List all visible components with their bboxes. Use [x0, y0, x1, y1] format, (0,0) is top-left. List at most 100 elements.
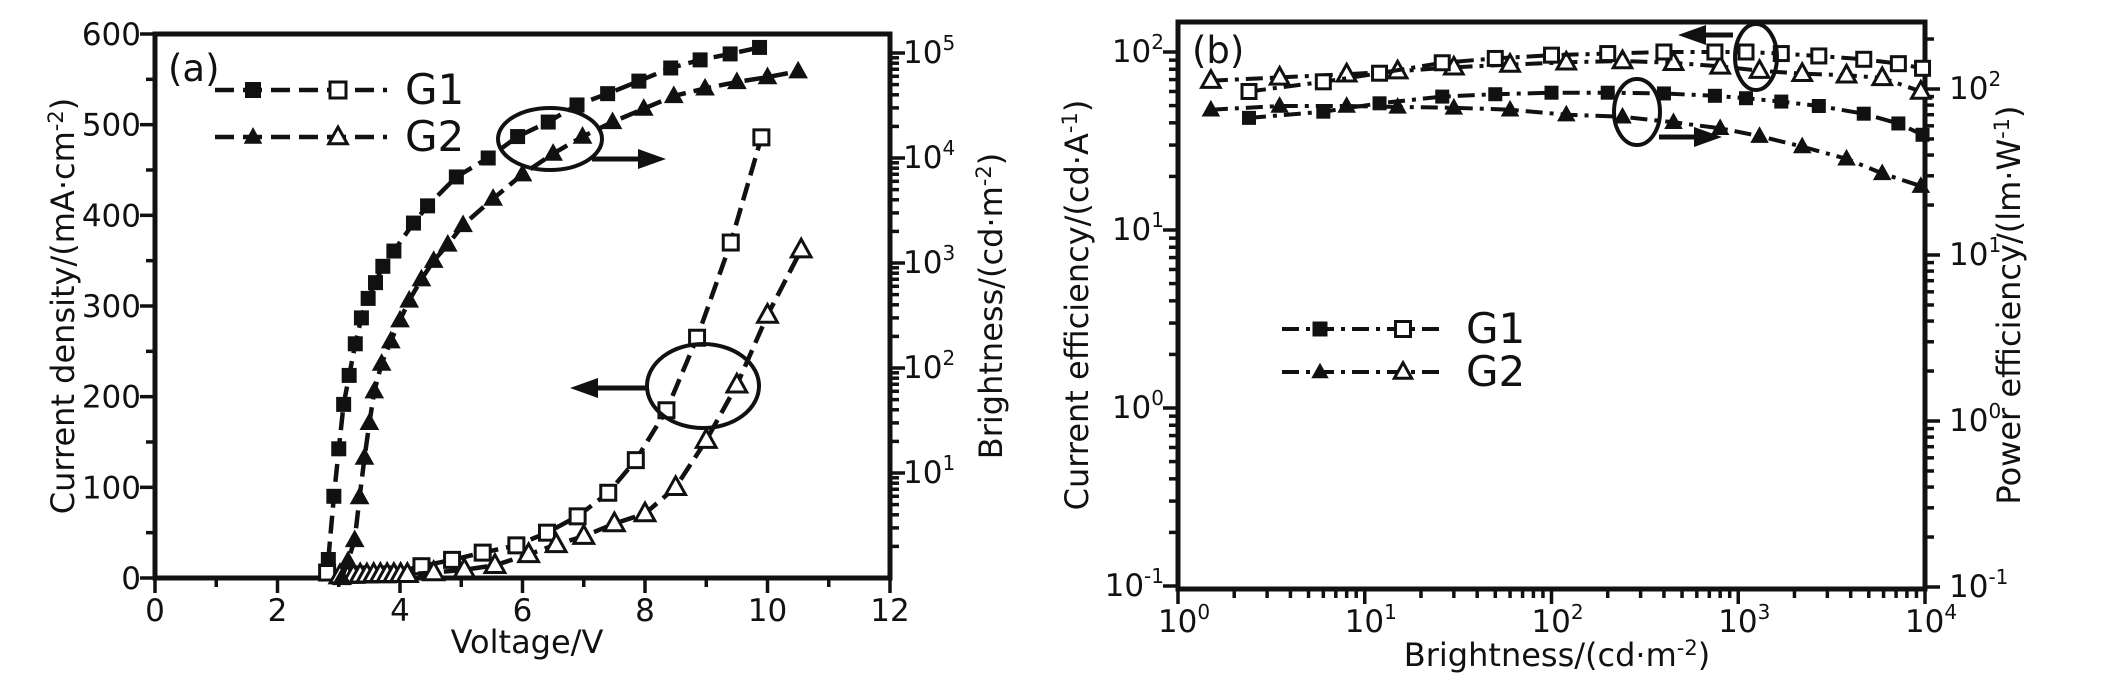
marker-triangle-filled: [1872, 163, 1892, 181]
marker-square-filled: [1316, 104, 1331, 119]
left-tick-label-a: 200: [82, 380, 141, 416]
panel-b-left-axis-ticks: 102 101 100 10-1: [1105, 30, 1178, 604]
marker-triangle-filled: [1337, 96, 1356, 113]
marker-triangle-filled: [354, 447, 375, 465]
marker-triangle-open: [482, 551, 508, 574]
marker-triangle-filled: [1201, 99, 1221, 117]
marker-triangle-filled: [633, 98, 654, 116]
marker-square-filled: [1707, 88, 1722, 103]
marker-square-filled: [420, 198, 436, 214]
series-a-g2-current-density: [327, 236, 814, 585]
marker-square-filled: [569, 97, 585, 113]
marker-triangle-open: [632, 500, 658, 523]
callout-ellipse: [1733, 22, 1779, 92]
marker-square-open: [1889, 55, 1907, 73]
right-tick-label-b: 10-1: [1949, 565, 2008, 605]
marker-square-filled: [1488, 87, 1503, 102]
marker-square-open: [1314, 73, 1332, 91]
panel-b-right-axis-ticks: 102 101 100 10-1: [1925, 37, 2008, 605]
series-line: [326, 136, 764, 577]
panel-b-annotation-1: [1612, 77, 1722, 147]
marker-square-open: [1543, 46, 1560, 64]
callout-arrow-left: [1678, 25, 1733, 45]
arrowhead: [1678, 25, 1706, 45]
series-b-g1-current-efficiency: [1240, 43, 1932, 100]
marker-triangle-open: [543, 530, 569, 554]
marker-square-open: [1737, 43, 1755, 61]
right-tick-label-a: 102: [903, 346, 955, 386]
marker-triangle-filled: [390, 309, 410, 328]
series-a-g1-brightness: [320, 39, 768, 568]
marker-square-open: [599, 483, 618, 502]
marker-square-open: [1433, 54, 1451, 72]
marker-square-filled: [1372, 96, 1387, 111]
marker-square-open: [1371, 64, 1389, 82]
marker-triangle-open: [788, 236, 814, 259]
marker-square-open: [1240, 82, 1258, 100]
marker-square-filled: [353, 310, 369, 326]
marker-triangle-open: [755, 301, 780, 324]
marker-square-filled: [752, 39, 768, 55]
marker-square-filled: [540, 114, 556, 130]
marker-triangle-open: [1610, 48, 1635, 70]
x-tick-label-a: 2: [268, 593, 288, 629]
marker-square-filled: [1891, 116, 1906, 131]
marker-triangle-filled: [1792, 136, 1812, 154]
marker-triangle-filled: [1911, 176, 1931, 193]
panel-a-legend-label-g2: G2: [405, 112, 464, 161]
panel-b-graphics: 100 101 102 103 10410210110010-110210110010-…: [1105, 19, 2008, 640]
marker-triangle-open: [1554, 49, 1579, 71]
marker-triangle-filled: [371, 353, 392, 371]
marker-square-filled: [448, 169, 464, 185]
panel-a-graphics: 0 2 4 6 8 10 12 0 100 200 300 400 500 600 101 102 103 104…: [82, 17, 955, 629]
marker-square-open: [1810, 47, 1828, 65]
left-tick-label-b: 102: [1112, 30, 1164, 70]
marker-triangle-filled: [512, 163, 533, 182]
marker-triangle-open: [451, 556, 477, 579]
marker-triangle-filled: [1444, 97, 1464, 115]
marker-triangle-open: [1790, 60, 1815, 82]
panel-b-annotation-0: [1678, 22, 1779, 92]
marker-triangle-filled: [1270, 96, 1289, 113]
arrowhead: [638, 149, 666, 169]
marker-square-filled: [1600, 85, 1615, 100]
panel-a-annotation-0: [496, 106, 666, 172]
left-tick-label-a: 100: [82, 470, 141, 506]
marker-triangle-filled: [349, 486, 370, 505]
marker-square-filled: [1811, 98, 1826, 113]
marker-square-open: [443, 550, 462, 569]
marker-square-filled: [245, 82, 261, 98]
left-tick-label-a: 0: [121, 561, 141, 597]
marker-square-filled: [326, 488, 342, 504]
marker-square-filled: [331, 441, 347, 457]
x-tick-label-b: 103: [1718, 600, 1770, 640]
marker-square-filled: [320, 552, 336, 568]
marker-triangle-open: [1834, 62, 1859, 84]
marker-triangle-filled: [602, 111, 623, 130]
marker-triangle-filled: [1311, 362, 1329, 379]
marker-square-filled: [375, 258, 391, 274]
series-line: [1248, 90, 1924, 137]
panel-a-left-axis-title: Current density/(mA·cm-2): [44, 98, 82, 514]
series-line: [1248, 50, 1923, 94]
x-tick-label-b: 102: [1531, 600, 1583, 640]
marker-square-filled: [1915, 127, 1930, 142]
marker-square-filled: [341, 367, 357, 383]
panel-b-x-axis-title: Brightness/(cd·m-2): [1404, 636, 1710, 674]
marker-square-filled: [1242, 110, 1257, 125]
marker-triangle-filled: [1613, 106, 1632, 124]
marker-square-filled: [1656, 86, 1671, 101]
right-tick-label-a: 101: [903, 451, 955, 491]
marker-triangle-open: [326, 124, 350, 146]
marker-triangle-filled: [423, 250, 444, 268]
marker-triangle-filled: [1750, 126, 1769, 143]
marker-triangle-filled: [727, 71, 747, 90]
arrowhead: [1694, 127, 1722, 147]
x-tick-label-b: 101: [1345, 600, 1397, 640]
panel-a-left-axis-ticks: 0 100 200 300 400 500 600: [82, 17, 155, 597]
right-tick-label-a: 104: [903, 136, 955, 176]
marker-square-filled: [631, 73, 647, 89]
marker-triangle-open: [421, 558, 447, 582]
marker-triangle-filled: [695, 77, 715, 96]
callout-arrow-right: [592, 149, 666, 169]
